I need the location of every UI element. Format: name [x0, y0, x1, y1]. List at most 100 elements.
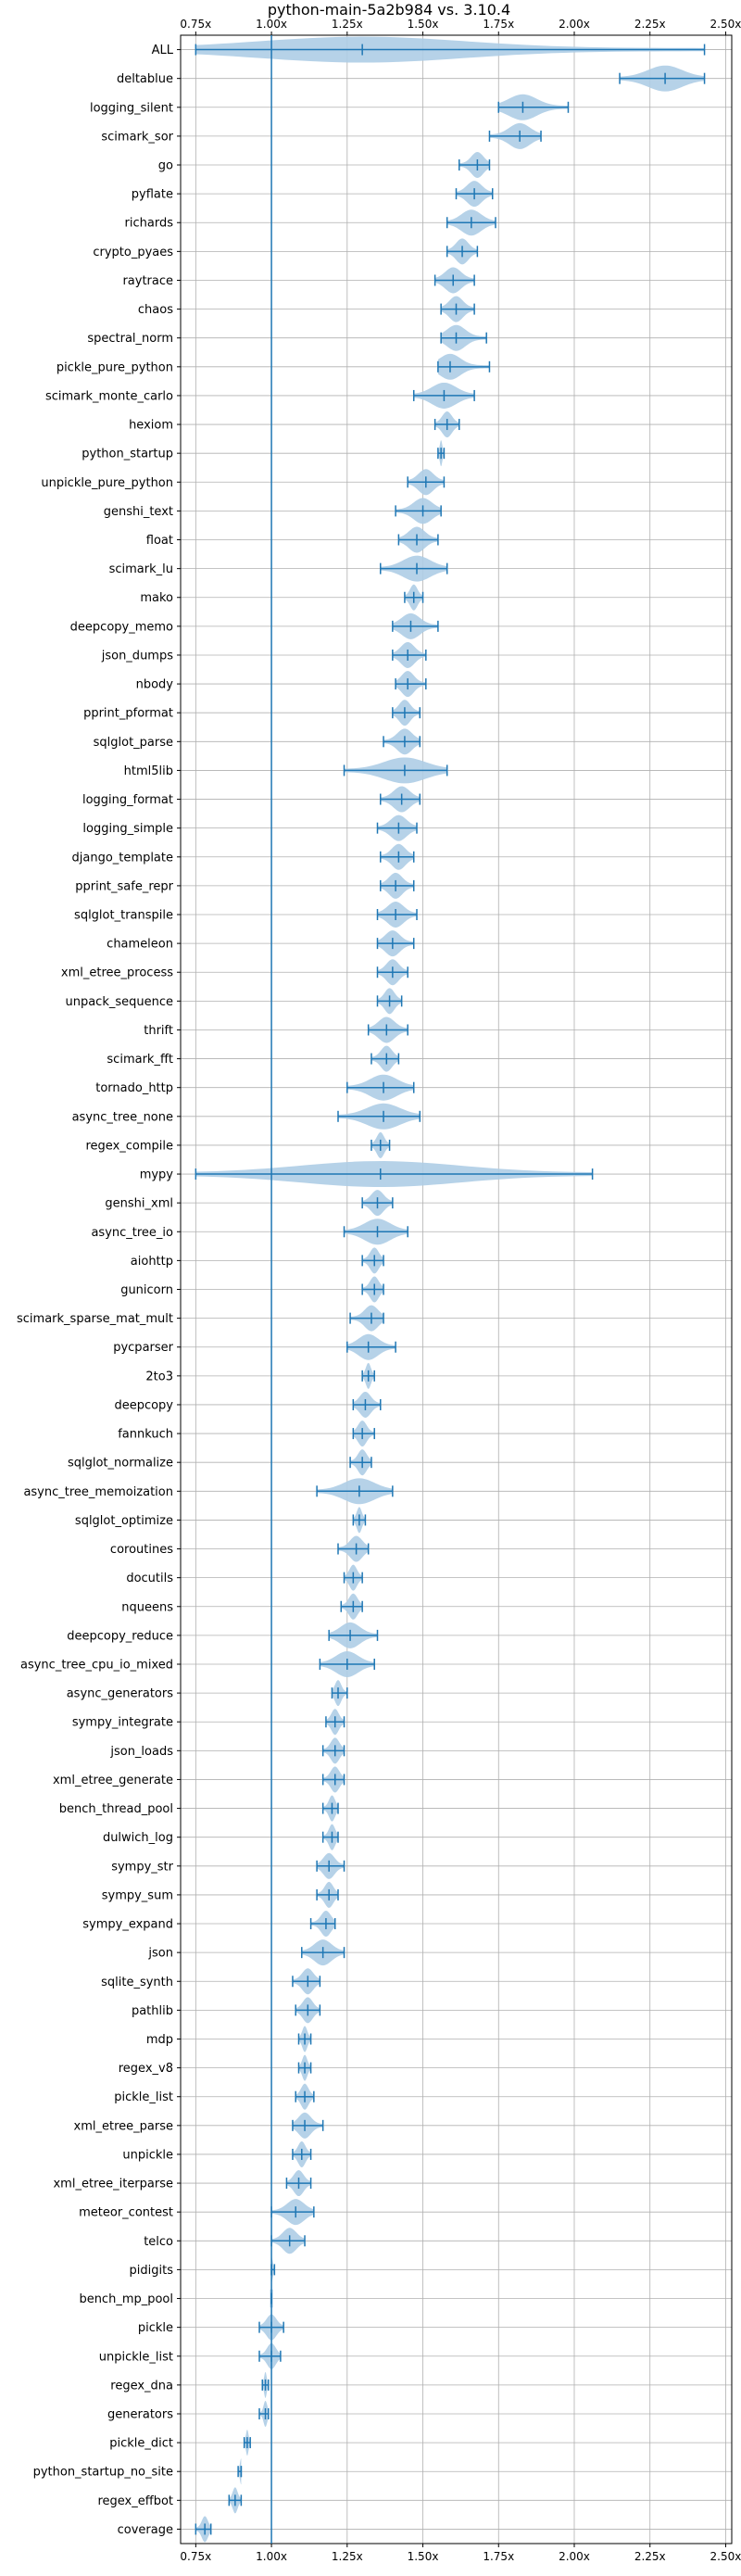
benchmark-label: docutils: [126, 1572, 173, 1585]
benchmark-label: sqlglot_optimize: [75, 1514, 173, 1528]
benchmark-label: scimark_monte_carlo: [45, 389, 173, 403]
benchmark-label: tornado_http: [95, 1081, 173, 1095]
grid-lines: [181, 35, 732, 2544]
x-tick-label-bottom: 2.00x: [559, 2550, 590, 2563]
benchmark-label: deltablue: [117, 72, 173, 86]
x-tick-label-top: 0.75x: [180, 18, 211, 31]
x-tick-label-top: 1.25x: [332, 18, 363, 31]
benchmark-label: crypto_pyaes: [93, 246, 173, 259]
benchmark-label: sympy_integrate: [72, 1716, 173, 1730]
benchmark-label: pyflate: [132, 188, 173, 202]
benchmark-label: fannkuch: [118, 1428, 173, 1442]
benchmark-label: mako: [140, 591, 173, 605]
x-tick-label-bottom: 1.75x: [483, 2550, 514, 2563]
benchmark-label: regex_effbot: [97, 2494, 173, 2508]
benchmark-label: bench_mp_pool: [79, 2292, 173, 2306]
x-tick-label-bottom: 2.25x: [634, 2550, 666, 2563]
benchmark-label: xml_etree_process: [61, 966, 173, 980]
x-tick-label-bottom: 1.25x: [332, 2550, 363, 2563]
benchmark-label: sympy_expand: [82, 1918, 173, 1932]
benchmark-label: xml_etree_iterparse: [53, 2178, 173, 2191]
benchmark-label: sqlglot_normalize: [68, 1457, 173, 1471]
benchmark-label: sqlglot_parse: [94, 736, 173, 750]
x-tick-label-top: 2.00x: [559, 18, 590, 31]
benchmark-label: chaos: [138, 303, 173, 317]
benchmark-label: xml_etree_parse: [74, 2119, 173, 2133]
benchmark-label: sympy_str: [111, 1860, 173, 1874]
benchmark-label: thrift: [144, 1024, 173, 1038]
benchmark-label: dulwich_log: [103, 1831, 173, 1845]
benchmark-label: deepcopy_reduce: [67, 1629, 173, 1643]
x-tick-label-bottom: 2.50x: [710, 2550, 741, 2563]
benchmark-label: json_dumps: [101, 649, 173, 663]
benchmark-label: json: [147, 1947, 173, 1961]
benchmark-label: go: [158, 159, 173, 173]
benchmark-label: hexiom: [129, 419, 173, 433]
benchmark-label: genshi_text: [104, 505, 173, 519]
benchmark-label: meteor_contest: [79, 2206, 173, 2220]
benchmark-label: pprint_pformat: [83, 707, 173, 721]
benchmark-label: scimark_sor: [101, 130, 173, 144]
benchmark-label: generators: [107, 2407, 173, 2421]
x-tick-label-top: 2.25x: [634, 18, 666, 31]
benchmark-label: async_tree_none: [72, 1110, 173, 1124]
benchmark-label: sympy_sum: [102, 1888, 173, 1902]
chart-title: python-main-5a2b984 vs. 3.10.4: [268, 1, 510, 19]
benchmark-label: float: [146, 534, 173, 548]
benchmark-label: raytrace: [122, 274, 173, 288]
benchmark-label: xml_etree_generate: [53, 1774, 173, 1787]
benchmark-label: mdp: [146, 2033, 173, 2047]
benchmark-label: unpack_sequence: [65, 995, 173, 1009]
benchmark-label: django_template: [72, 851, 173, 865]
benchmark-label: regex_v8: [119, 2062, 173, 2076]
benchmark-label: sqlglot_transpile: [74, 909, 173, 923]
x-tick-label-top: 1.50x: [408, 18, 439, 31]
benchmark-label: genshi_xml: [105, 1197, 173, 1211]
labels: 0.75x 0.75x 1.00x 1.00x 1.25x 1.25x 1.50x 1.50x…: [17, 18, 741, 2563]
x-tick-label-bottom: 1.00x: [256, 2550, 287, 2563]
benchmark-label: html5lib: [124, 764, 173, 778]
benchmark-label: logging_simple: [82, 822, 173, 836]
benchmark-label: logging_silent: [90, 101, 173, 115]
benchmark-label: richards: [125, 217, 174, 231]
benchmark-label: scimark_sparse_mat_mult: [17, 1312, 173, 1326]
benchmark-label: pickle_list: [114, 2090, 173, 2104]
benchmark-label: python_startup: [82, 448, 173, 461]
benchmark-label: gunicorn: [120, 1283, 173, 1297]
benchmark-label: pathlib: [132, 2004, 173, 2018]
benchmark-label: coverage: [118, 2523, 173, 2537]
benchmark-label: nbody: [136, 678, 174, 692]
benchmark-label: deepcopy_memo: [70, 620, 173, 634]
benchmark-label: mypy: [140, 1168, 174, 1182]
benchmark-label: pycparser: [113, 1341, 173, 1355]
benchmark-label: scimark_fft: [107, 1053, 173, 1067]
benchmark-label: scimark_lu: [109, 562, 173, 576]
benchmark-label: deepcopy: [114, 1398, 173, 1412]
x-tick-label-top: 2.50x: [710, 18, 741, 31]
benchmark-label: regex_dna: [110, 2379, 173, 2393]
benchmark-label: logging_format: [82, 793, 173, 807]
benchmark-label: chameleon: [107, 938, 173, 952]
benchmark-label: ALL: [152, 44, 174, 57]
benchmark-label: nqueens: [121, 1600, 173, 1614]
x-tick-label-top: 1.00x: [256, 18, 287, 31]
benchmark-label: python_startup_no_site: [33, 2466, 173, 2480]
benchmark-label: bench_thread_pool: [59, 1802, 173, 1816]
benchmark-label: unpickle_pure_python: [41, 476, 173, 490]
benchmark-label: pidigits: [130, 2264, 174, 2278]
benchmark-label: pickle: [138, 2321, 173, 2335]
benchmark-label: aiohttp: [131, 1255, 173, 1269]
benchmark-label: async_tree_cpu_io_mixed: [20, 1658, 173, 1672]
benchmark-label: async_tree_io: [91, 1226, 173, 1240]
violins: [195, 36, 706, 2543]
benchmark-label: unpickle: [122, 2148, 173, 2162]
benchmark-label: unpickle_list: [99, 2350, 173, 2364]
benchmark-label: pickle_dict: [109, 2437, 173, 2451]
benchmark-label: telco: [144, 2235, 173, 2249]
x-tick-label-top: 1.75x: [483, 18, 514, 31]
benchmark-label: async_generators: [67, 1687, 174, 1701]
benchmark-label: pprint_safe_repr: [75, 879, 173, 893]
x-tick-label-bottom: 1.50x: [408, 2550, 439, 2563]
benchmark-label: spectral_norm: [87, 332, 173, 346]
